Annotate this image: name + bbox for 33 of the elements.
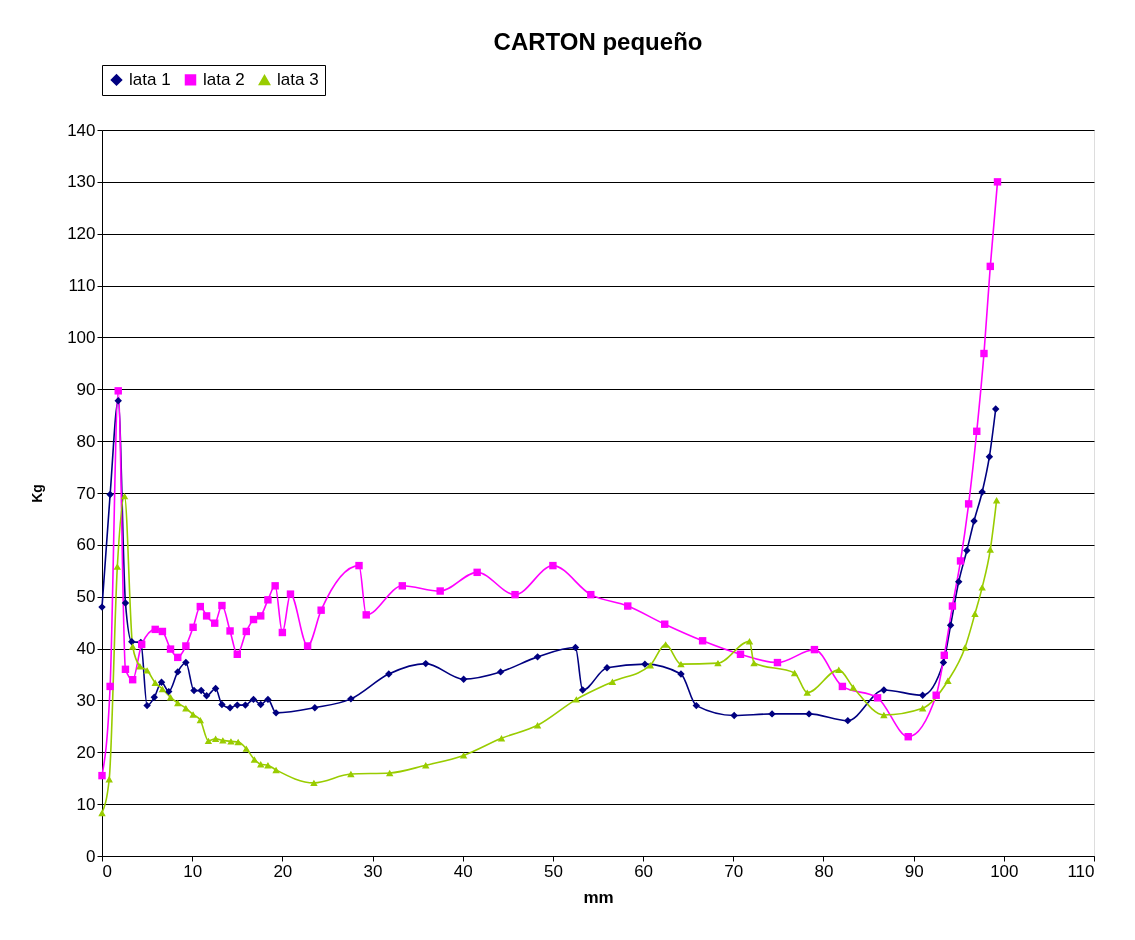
y-tick-label: 130: [67, 172, 96, 192]
x-tick-label: 30: [363, 861, 383, 881]
y-tick-label: 60: [76, 535, 96, 555]
legend-label: lata 3: [277, 70, 319, 90]
y-tick-label: 110: [68, 276, 96, 296]
x-tick-label: 40: [453, 861, 473, 881]
y-tick-label: 10: [76, 794, 96, 814]
y-tick-label: 100: [67, 327, 96, 347]
x-tick-label: 10: [183, 861, 203, 881]
y-tick-label: 70: [76, 483, 96, 503]
y-tick-label: 90: [76, 379, 96, 399]
x-tick-label: 0: [102, 861, 112, 881]
y-tick-label: 140: [67, 120, 96, 140]
legend-label: lata 1: [129, 69, 171, 89]
y-tick-label: 50: [76, 587, 96, 607]
legend-label: lata 2: [203, 69, 245, 89]
chart-title: CARTON pequeño: [493, 27, 703, 55]
x-axis-title: mm: [583, 887, 614, 907]
y-tick-label: 80: [76, 431, 96, 451]
x-tick-label: 90: [904, 861, 924, 881]
x-tick-label: 110: [1067, 861, 1095, 881]
x-tick-label: 60: [634, 861, 654, 881]
x-tick-label: 80: [814, 861, 834, 881]
y-tick-label: 30: [76, 690, 96, 710]
y-tick-label: 0: [86, 846, 96, 866]
y-tick-label: 120: [67, 224, 96, 244]
x-tick-label: 100: [990, 861, 1019, 881]
x-tick-label: 50: [543, 861, 563, 881]
y-tick-label: 40: [76, 639, 96, 659]
y-axis-title: Kg: [29, 484, 46, 503]
x-tick-label: 70: [724, 861, 744, 881]
y-tick-label: 20: [76, 742, 96, 762]
x-tick-label: 20: [273, 861, 293, 881]
